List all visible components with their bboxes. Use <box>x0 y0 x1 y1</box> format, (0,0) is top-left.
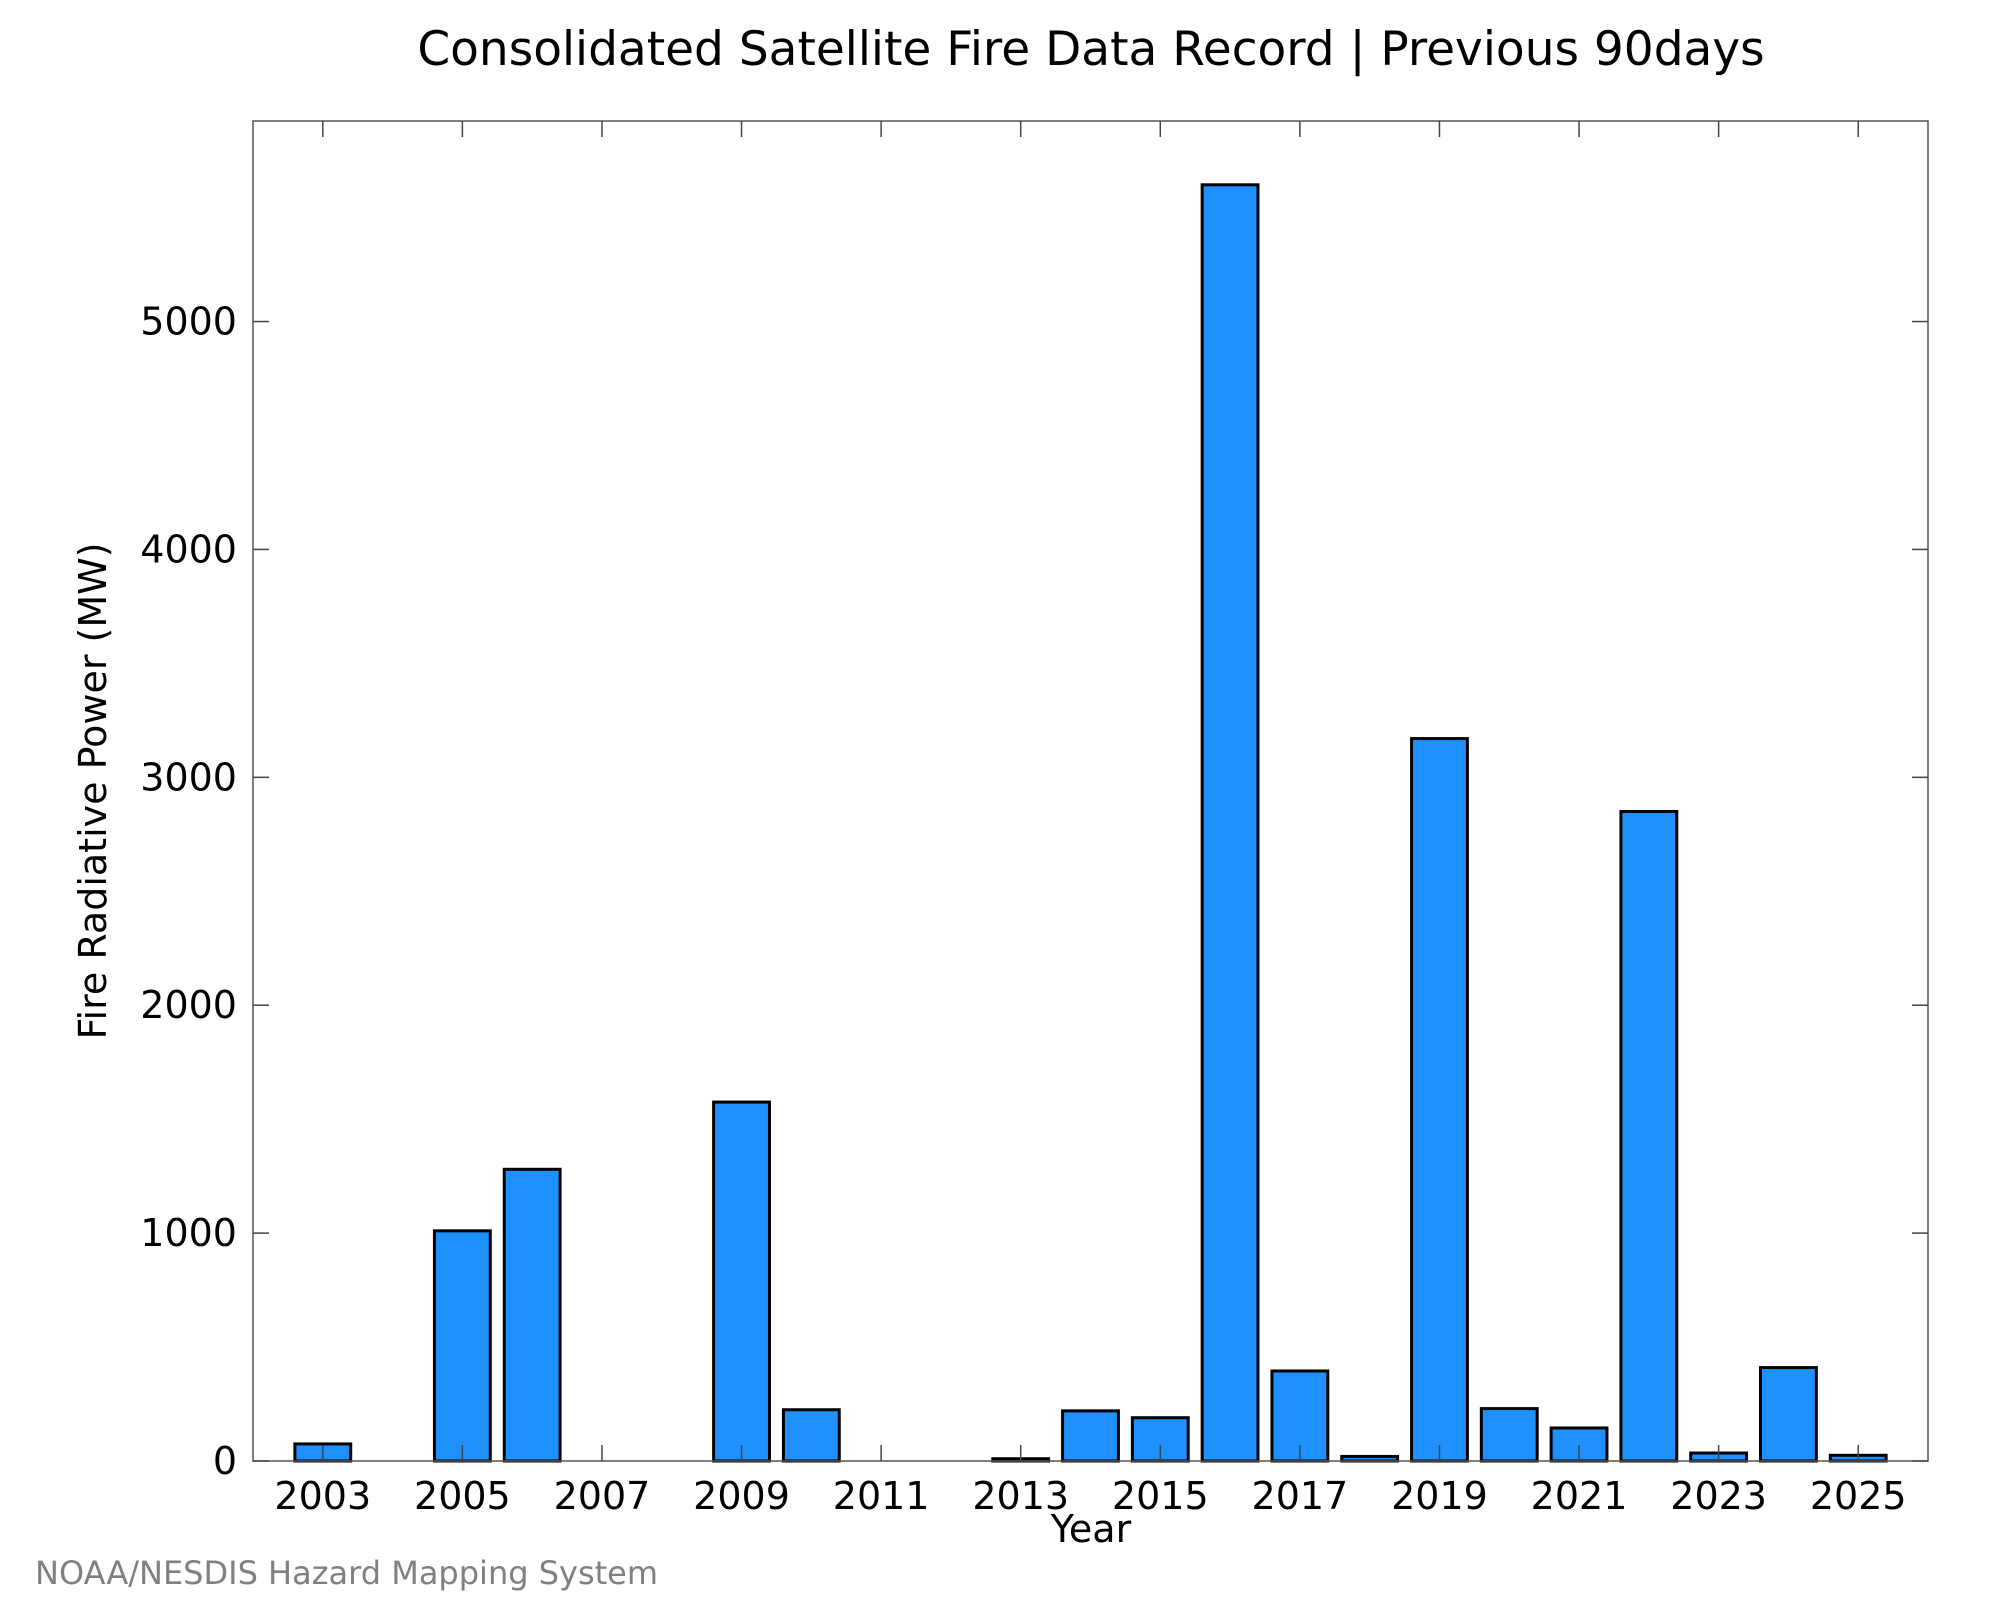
y-tick-label-3000: 3000 <box>140 755 237 799</box>
bar-2014 <box>1061 1409 1120 1463</box>
x-tick-label-2011: 2011 <box>833 1474 930 1518</box>
bar-2022 <box>1619 810 1679 1463</box>
x-tick-label-2017: 2017 <box>1252 1474 1349 1518</box>
ticks-group <box>253 121 1928 1462</box>
x-tick-label-2003: 2003 <box>274 1474 371 1518</box>
bar-2005 <box>432 1229 492 1463</box>
y-tick-label-1000: 1000 <box>140 1211 237 1255</box>
y-tick-label-5000: 5000 <box>140 300 237 344</box>
x-tick-label-2007: 2007 <box>554 1474 651 1518</box>
credit-text: NOAA/NESDIS Hazard Mapping System <box>35 1554 658 1592</box>
x-axis-label: Year <box>1050 1507 1132 1551</box>
y-tick-label-4000: 4000 <box>140 527 237 571</box>
x-tick-label-2023: 2023 <box>1670 1474 1767 1518</box>
chart-title: Consolidated Satellite Fire Data Record … <box>417 22 1764 77</box>
x-tick-labels: 2003 2005 2007 2009 2011 2013 2015 2017 2019 2021… <box>274 1474 1906 1518</box>
x-tick-label-2015: 2015 <box>1112 1474 1209 1518</box>
bar-2020 <box>1479 1407 1539 1463</box>
y-tick-label-2000: 2000 <box>140 983 237 1027</box>
x-tick-label-2005: 2005 <box>414 1474 511 1518</box>
x-tick-label-2021: 2021 <box>1531 1474 1628 1518</box>
bar-2009 <box>712 1100 771 1463</box>
bar-2016 <box>1200 183 1260 1463</box>
y-tick-labels: 0 1000 2000 3000 4000 5000 <box>140 300 237 1483</box>
y-axis-label: Fire Radiative Power (MW) <box>71 542 115 1039</box>
x-tick-label-2025: 2025 <box>1810 1474 1907 1518</box>
bar-2024 <box>1759 1366 1818 1463</box>
plot-frame <box>252 120 1929 1462</box>
bars-group <box>293 183 1888 1463</box>
bar-2019 <box>1410 737 1469 1463</box>
y-tick-label-0: 0 <box>213 1439 237 1483</box>
bar-2006 <box>502 1167 562 1463</box>
bar-2010 <box>781 1408 841 1463</box>
x-tick-label-2009: 2009 <box>693 1474 790 1518</box>
x-tick-label-2013: 2013 <box>972 1474 1069 1518</box>
x-tick-label-2019: 2019 <box>1391 1474 1488 1518</box>
